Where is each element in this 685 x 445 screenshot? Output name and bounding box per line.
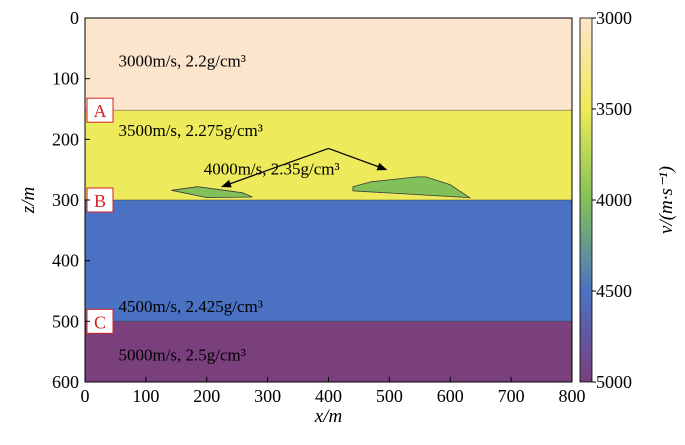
boundary-marker-box-c <box>86 308 114 334</box>
colorbar-tick-label-2: 4000 <box>596 190 632 210</box>
y-axis-title: z/m <box>18 187 39 214</box>
colorbar-tick-label-0: 3000 <box>596 8 632 28</box>
boundary-marker-box-a <box>86 97 114 123</box>
x-tick-label-0: 0 <box>81 386 90 406</box>
layer-label-4: 5000m/s, 2.5g/cm³ <box>118 346 245 365</box>
x-tick-label-1: 100 <box>132 386 159 406</box>
x-tick-label-3: 300 <box>254 386 281 406</box>
boundary-marker-b: B <box>94 191 106 211</box>
colorbar-tick-label-4: 5000 <box>596 372 632 392</box>
x-tick-label-8: 800 <box>559 386 586 406</box>
y-tick-label-4: 400 <box>52 251 79 271</box>
layer-1 <box>85 18 572 111</box>
colorbar-tick-label-3: 4500 <box>596 281 632 301</box>
plot-area: 3000m/s, 2.2g/cm³ 3500m/s, 2.275g/cm³ 4500… <box>85 18 572 382</box>
layer-4 <box>85 321 572 382</box>
anomaly-arrow-2 <box>328 147 388 171</box>
x-tick-label-2: 200 <box>193 386 220 406</box>
y-tick-label-3: 300 <box>52 190 79 210</box>
boundary-marker-c: C <box>94 312 106 332</box>
boundary-marker-a: A <box>94 101 107 121</box>
layer-label-2: 3500m/s, 2.275g/cm³ <box>118 121 262 140</box>
x-tick-label-7: 700 <box>498 386 525 406</box>
x-axis-title: x/m <box>314 406 342 427</box>
anomaly-body-1 <box>171 186 253 199</box>
anomaly-arrow-1 <box>221 147 329 188</box>
colorbar: 3000 3500 4000 4500 5000 v/(m·s⁻¹) <box>579 8 677 392</box>
y-tick-label-0: 0 <box>70 8 79 28</box>
x-tick-label-6: 600 <box>437 386 464 406</box>
axes: 0 100 200 300 400 500 600 700 800 0 100 200 300 400 50… <box>18 8 586 427</box>
y-tick-label-1: 100 <box>52 69 79 89</box>
x-tick-label-5: 500 <box>376 386 403 406</box>
layer-2 <box>85 110 572 200</box>
x-tick-label-4: 400 <box>315 386 342 406</box>
anomaly-body-2 <box>352 176 472 199</box>
colorbar-title: v/(m·s⁻¹) <box>656 166 677 234</box>
layer-3 <box>85 200 572 322</box>
y-tick-label-6: 600 <box>52 372 79 392</box>
boundary-marker-box-b <box>86 187 114 213</box>
layer-label-3: 4500m/s, 2.425g/cm³ <box>118 297 262 316</box>
layer-label-1: 3000m/s, 2.2g/cm³ <box>118 51 245 70</box>
y-tick-label-5: 500 <box>52 311 79 331</box>
colorbar-tick-label-1: 3500 <box>596 99 632 119</box>
colorbar-gradient <box>579 17 593 383</box>
y-tick-label-2: 200 <box>52 129 79 149</box>
